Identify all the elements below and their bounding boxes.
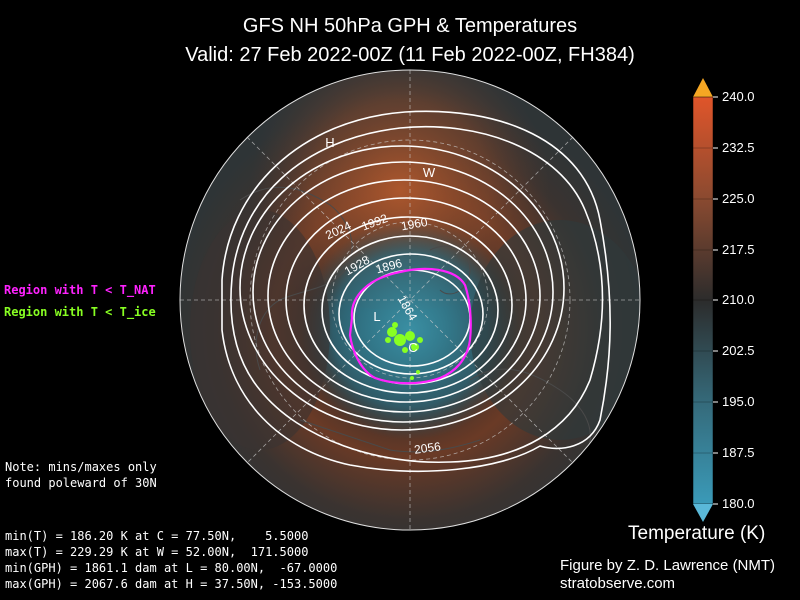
legend-t-ice: Region with T < T_ice — [4, 305, 156, 319]
colorbar-tick: 180.0 — [722, 496, 755, 511]
colorbar-tick: 210.0 — [722, 292, 755, 307]
stat-line: min(GPH) = 1861.1 dam at L = 80.00N, -67… — [5, 561, 338, 575]
credit-author: Figure by Z. D. Lawrence (NMT) — [560, 557, 776, 574]
map-valid-time: Valid: 27 Feb 2022-00Z (11 Feb 2022-00Z,… — [185, 44, 635, 66]
colorbar-tick: 187.5 — [722, 445, 755, 460]
t-nat-region — [348, 267, 472, 385]
colorbar-tick: 217.5 — [722, 242, 755, 257]
colorbar-tick: 240.0 — [722, 89, 755, 104]
marker-c: C — [408, 340, 417, 355]
credit-site: stratobserve.com — [560, 575, 676, 592]
marker-w: W — [423, 165, 436, 180]
contour-label: 1960 — [400, 215, 429, 233]
colorbar-tick: 225.0 — [722, 191, 755, 206]
colorbar — [692, 78, 718, 522]
note-line: found poleward of 30N — [5, 476, 157, 490]
map-boundary — [179, 69, 641, 531]
marker-l: L — [373, 309, 380, 324]
colorbar-tick: 195.0 — [722, 394, 755, 409]
colorbar-tick: 232.5 — [722, 140, 755, 155]
coastlines — [239, 186, 591, 461]
legend-t-nat: Region with T < T_NAT — [4, 283, 156, 297]
contour-label: 1896 — [374, 256, 404, 277]
note-line: Note: mins/maxes only — [5, 460, 157, 474]
stat-line: min(T) = 186.20 K at C = 77.50N, 5.5000 — [5, 529, 309, 543]
colorbar-title: Temperature (K) — [628, 523, 766, 544]
marker-h: H — [325, 135, 334, 150]
contour-label: 2056 — [413, 439, 442, 457]
stat-line: max(GPH) = 2067.6 dam at H = 37.50N, -15… — [5, 577, 338, 591]
map-title: GFS NH 50hPa GPH & Temperatures — [242, 15, 578, 37]
stat-line: max(T) = 229.29 K at W = 52.00N, 171.500… — [5, 545, 309, 559]
t-ice-region — [385, 322, 423, 380]
colorbar-tick: 202.5 — [722, 343, 755, 358]
